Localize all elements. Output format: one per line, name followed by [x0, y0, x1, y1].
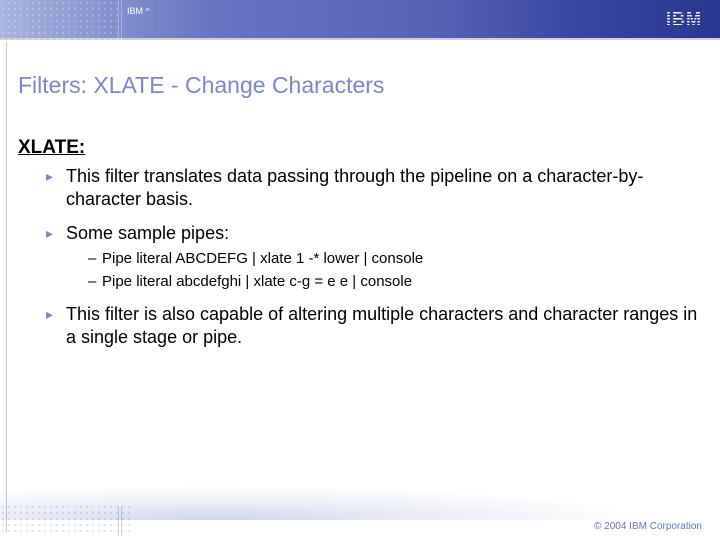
bullet-item: This filter is also capable of altering …: [46, 303, 702, 350]
sub-text: Pipe literal abcdefghi | xlate c-g = e e…: [102, 273, 412, 290]
slide-title: Filters: XLATE - Change Characters: [18, 72, 702, 99]
footer-divider: [121, 506, 122, 536]
footer-dot-pattern: [0, 504, 130, 532]
footer-divider: [118, 506, 119, 536]
ibm-logo: IBM: [666, 9, 702, 30]
header-bar: IBM ^ IBM: [0, 0, 720, 40]
ibm-logo-text: IBM: [666, 9, 702, 30]
header-divider: [118, 0, 119, 40]
bullet-text: This filter translates data passing thro…: [66, 166, 643, 209]
bullet-text: Some sample pipes:: [66, 223, 229, 243]
header-dot-pattern: [0, 0, 120, 40]
sub-item: Pipe literal ABCDEFG | xlate 1 -* lower …: [88, 249, 702, 269]
bullet-text: This filter is also capable of altering …: [66, 304, 697, 347]
sub-text: Pipe literal ABCDEFG | xlate 1 -* lower …: [102, 250, 423, 267]
header-divider: [121, 0, 122, 40]
section-heading: XLATE:: [18, 137, 702, 159]
sub-item: Pipe literal abcdefghi | xlate c-g = e e…: [88, 272, 702, 292]
bullet-item: Some sample pipes: Pipe literal ABCDEFG …: [46, 222, 702, 293]
header-label: IBM ^: [127, 6, 150, 16]
slide-content: Filters: XLATE - Change Characters XLATE…: [0, 40, 720, 349]
bullet-item: This filter translates data passing thro…: [46, 165, 702, 212]
footer: © 2004 IBM Corporation: [0, 510, 720, 540]
sub-list: Pipe literal ABCDEFG | xlate 1 -* lower …: [88, 249, 702, 293]
left-margin-rule: [6, 42, 7, 532]
bullet-list: This filter translates data passing thro…: [46, 165, 702, 349]
copyright-text: © 2004 IBM Corporation: [594, 521, 702, 532]
